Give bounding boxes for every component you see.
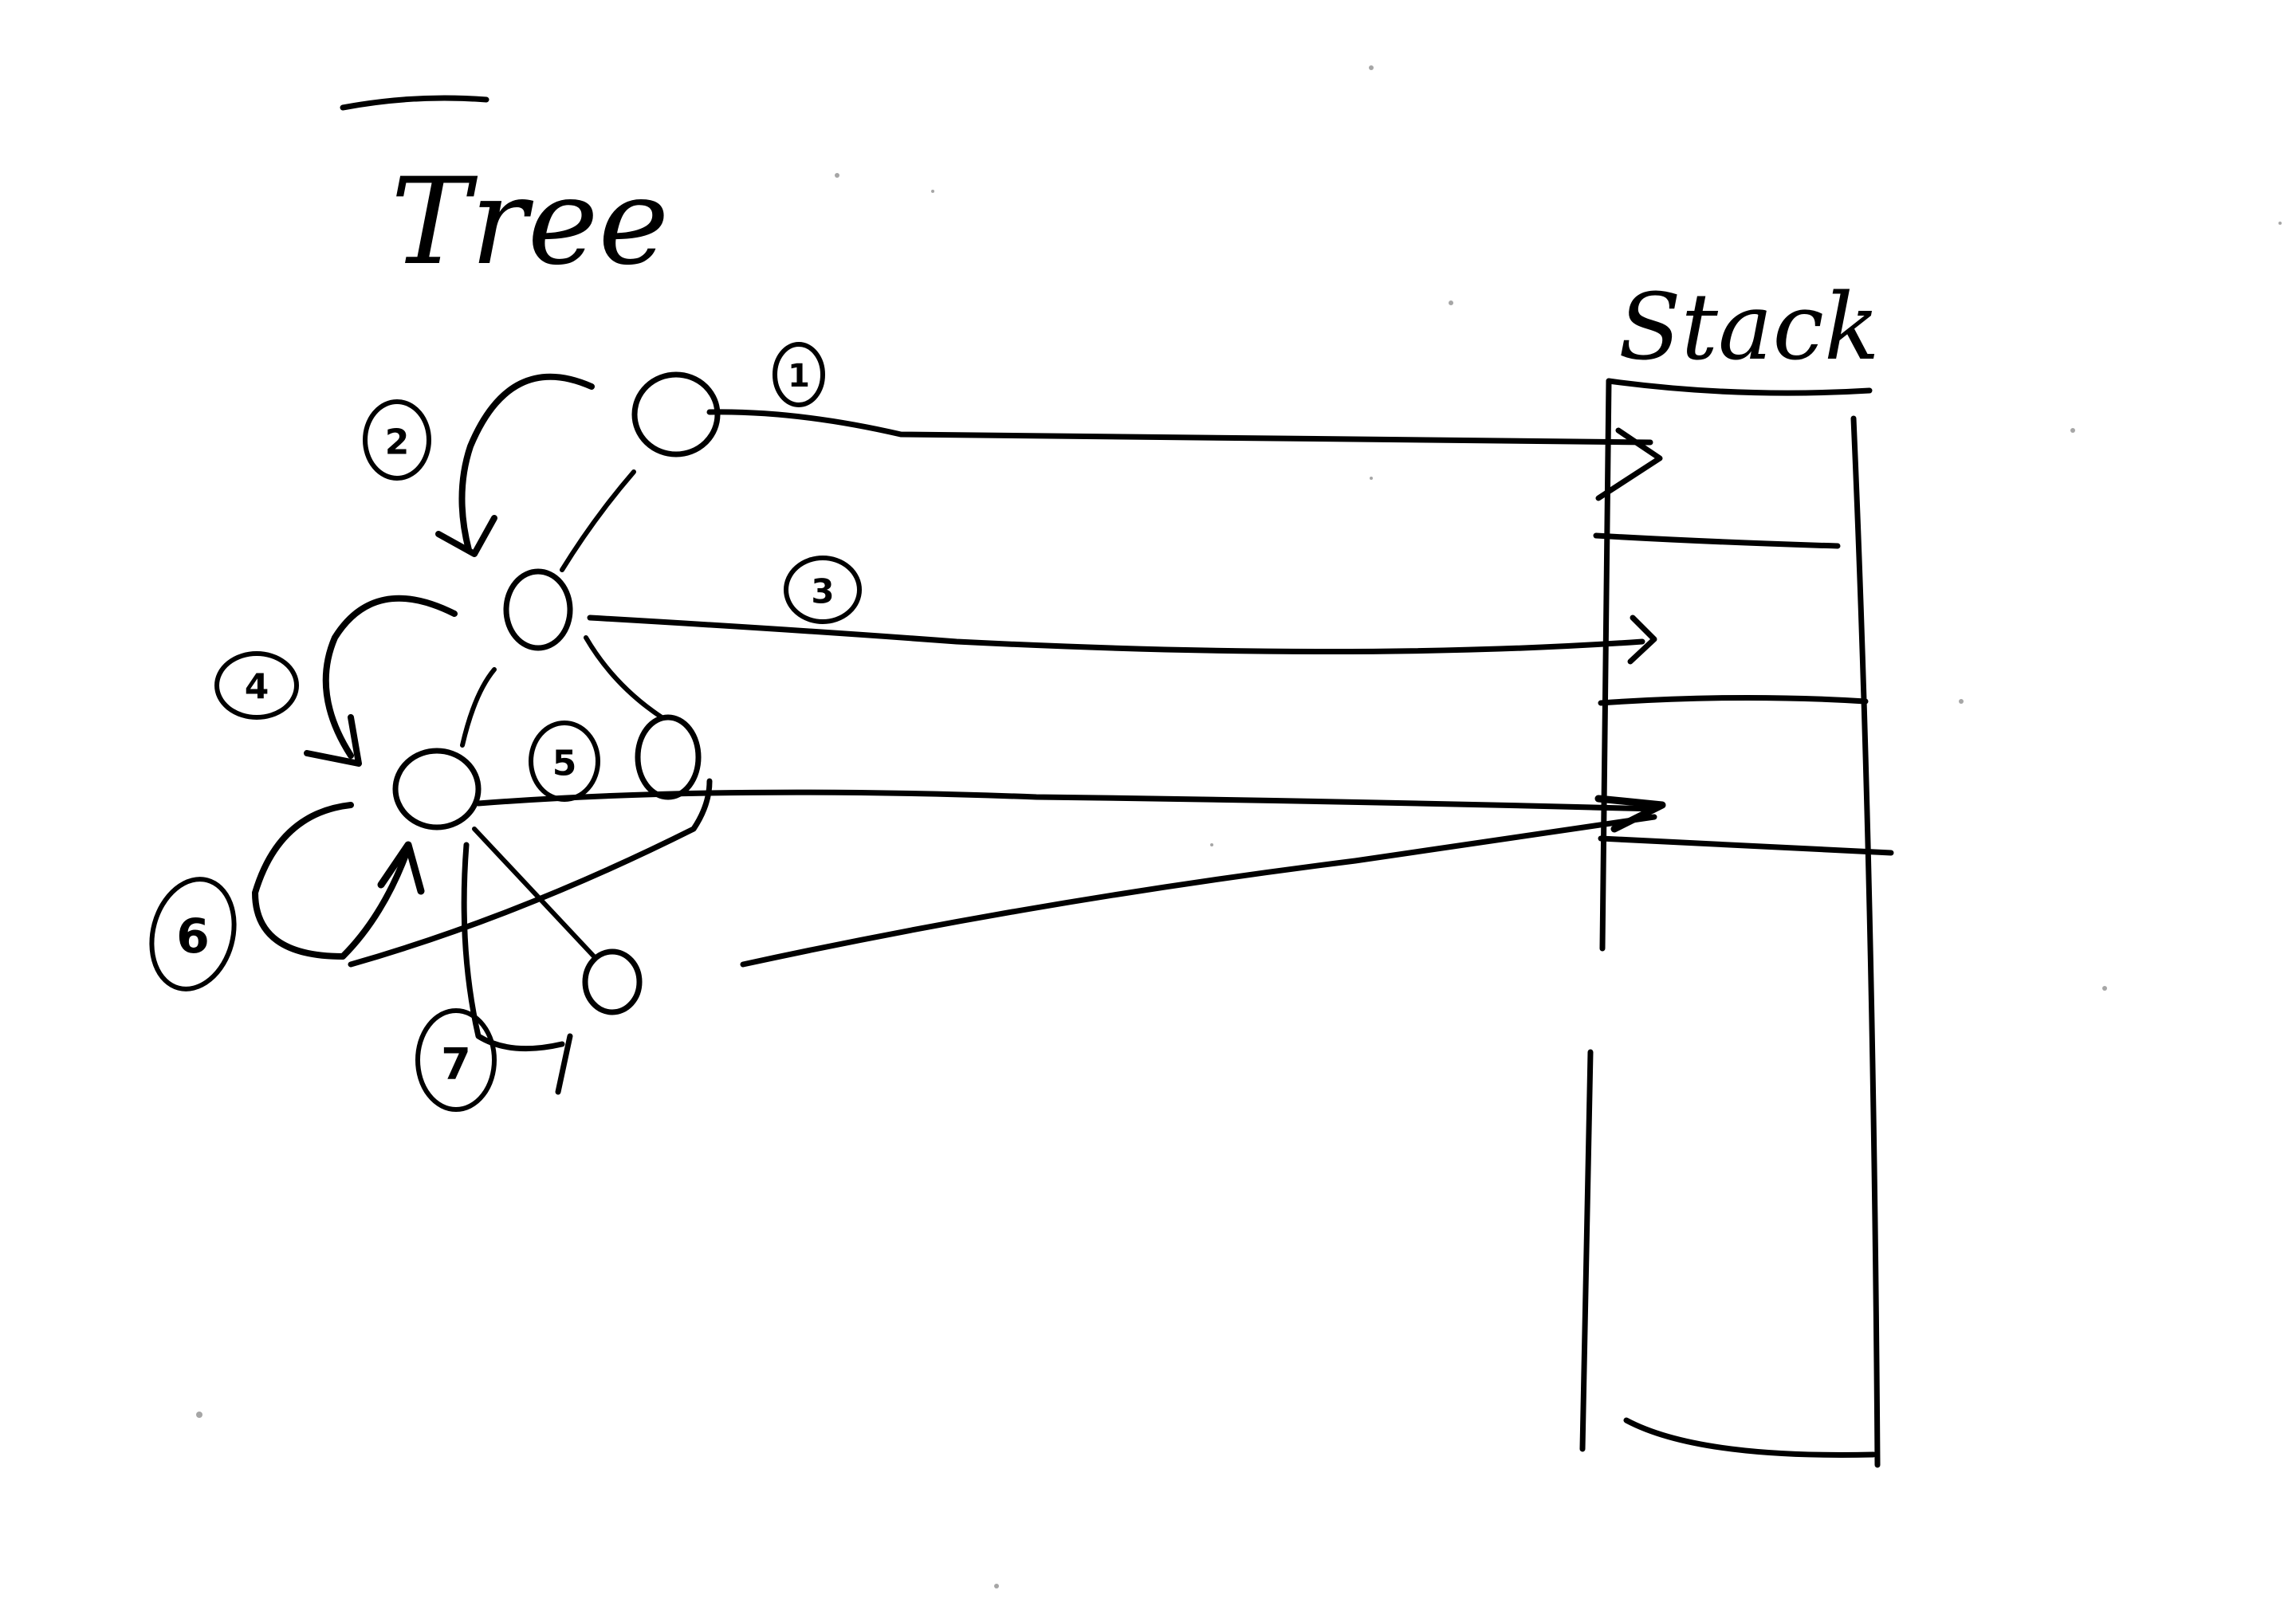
step-label-6-ring [149, 877, 237, 992]
stack-divider-1 [1593, 532, 1841, 549]
step-label-3: 3 [784, 556, 862, 624]
step-labels: 1 2 3 4 5 6 7 [149, 342, 862, 1112]
tree-node-n5 [582, 948, 643, 1015]
paper-speckles [196, 65, 2282, 1588]
traversal-arrow-4-head [304, 714, 362, 767]
traversal-arrow-6-head [377, 841, 425, 895]
step-label-3-ring [784, 556, 862, 624]
speckle [994, 1584, 999, 1588]
step-label-7-text: 7 [441, 1039, 471, 1090]
step-label-5-text: 5 [552, 744, 577, 784]
edge-n3-n5 [472, 827, 596, 959]
speckle [1370, 477, 1373, 480]
tree-title: Tree [340, 95, 669, 292]
step-label-6: 6 [149, 877, 237, 992]
push-arrow-n3 [475, 789, 1657, 812]
stack-top-edge [1606, 378, 1873, 396]
tree-title-text: Tree [391, 153, 669, 292]
push-arrow-n2 [587, 615, 1645, 654]
push-arrow-n2-head [1627, 615, 1657, 665]
step-label-4-ring [214, 651, 299, 720]
step-label-6-text: 6 [176, 909, 210, 964]
stack-column [1579, 378, 1894, 1468]
step-label-2-text: 2 [385, 422, 410, 463]
stack-left-wall-lower [1579, 1049, 1594, 1452]
stack-left-wall-upper [1599, 378, 1612, 952]
stack-title-text: Stack [1618, 274, 1880, 381]
step-label-4: 4 [214, 651, 299, 720]
traversal-arrow-7-head [555, 1033, 573, 1095]
speckle [1369, 65, 1374, 70]
traversal-arrow-6 [252, 802, 410, 960]
step-label-2-ring [363, 399, 431, 481]
traversal-arrow-2 [458, 373, 595, 553]
step-label-1-text: 1 [788, 358, 810, 395]
traversal-arrow-2-head [435, 515, 497, 557]
push-arrow-n4-sweep [348, 778, 713, 968]
edge-n2-n3 [460, 667, 497, 748]
tree-node-n2 [503, 568, 573, 651]
tree-edges [460, 469, 664, 959]
stack-divider-2 [1598, 694, 1869, 706]
step-label-2: 2 [363, 399, 431, 481]
edge-root-n2 [560, 469, 636, 572]
speckle [1959, 699, 1964, 704]
step-label-4-text: 4 [245, 667, 269, 708]
speckle [2070, 428, 2075, 433]
speckle [2102, 986, 2107, 991]
step-label-5: 5 [529, 721, 600, 802]
step-label-7-ring [415, 1008, 497, 1112]
tree-node-n4 [635, 714, 702, 800]
speckle [2278, 222, 2282, 225]
speckle [835, 173, 839, 178]
stack-right-wall [1850, 415, 1881, 1468]
edge-n2-n4 [584, 635, 664, 720]
step-label-1: 1 [773, 342, 825, 407]
push-arrows [348, 409, 1666, 968]
stack-divider-3 [1598, 835, 1894, 856]
push-arrow-n5 [740, 814, 1657, 968]
step-label-1-ring [773, 342, 825, 407]
speckle [1449, 300, 1453, 305]
tree-nodes [392, 371, 721, 1015]
step-label-3-text: 3 [811, 572, 834, 611]
stack-bottom-edge [1623, 1417, 1877, 1458]
speckle [931, 190, 934, 193]
step-label-5-ring [529, 721, 600, 802]
speckle [196, 1412, 202, 1418]
traversal-arrow-4 [322, 595, 458, 759]
title-overline [340, 95, 489, 111]
tree-node-n3 [392, 748, 482, 831]
push-arrow-root-head [1595, 427, 1663, 501]
push-arrow-root [706, 409, 1653, 446]
step-label-7: 7 [415, 1008, 497, 1112]
speckle [1210, 843, 1213, 846]
